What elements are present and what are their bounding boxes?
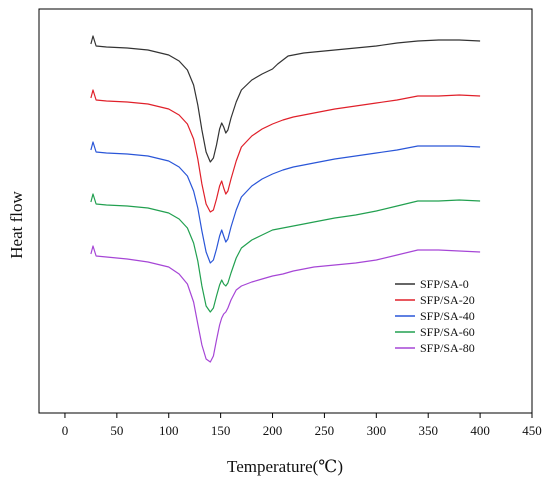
- legend: SFP/SA-0 SFP/SA-20 SFP/SA-40 SFP/SA-60 SFP/S…: [395, 277, 475, 355]
- x-tick-label: 200: [263, 423, 283, 438]
- legend-label: SFP/SA-40: [420, 309, 475, 323]
- x-tick-label: 400: [470, 423, 490, 438]
- legend-label: SFP/SA-80: [420, 341, 475, 355]
- x-tick-label: 50: [110, 423, 123, 438]
- series-line-sfp-sa-20: [90, 89, 481, 213]
- legend-label: SFP/SA-60: [420, 325, 475, 339]
- x-tick-label: 0: [62, 423, 69, 438]
- x-tick-label: 450: [522, 423, 542, 438]
- x-axis-title: Temperature(℃): [227, 457, 343, 476]
- legend-label: SFP/SA-0: [420, 277, 469, 291]
- x-tick-label: 100: [159, 423, 179, 438]
- x-tick-label: 350: [418, 423, 438, 438]
- series-line-sfp-sa-40: [90, 141, 481, 264]
- series-lines: [90, 35, 481, 363]
- plot-frame: [38, 8, 533, 414]
- x-axis-ticks: 0 50 100 150 200 250 300 350 400 450: [62, 413, 542, 438]
- series-line-sfp-sa-0: [90, 35, 481, 163]
- legend-label: SFP/SA-20: [420, 293, 475, 307]
- x-tick-label: 250: [315, 423, 335, 438]
- series-line-sfp-sa-80: [90, 245, 481, 363]
- series-line-sfp-sa-60: [90, 193, 481, 313]
- x-tick-label: 300: [367, 423, 387, 438]
- y-axis-title: Heat flow: [7, 191, 26, 259]
- x-tick-label: 150: [211, 423, 231, 438]
